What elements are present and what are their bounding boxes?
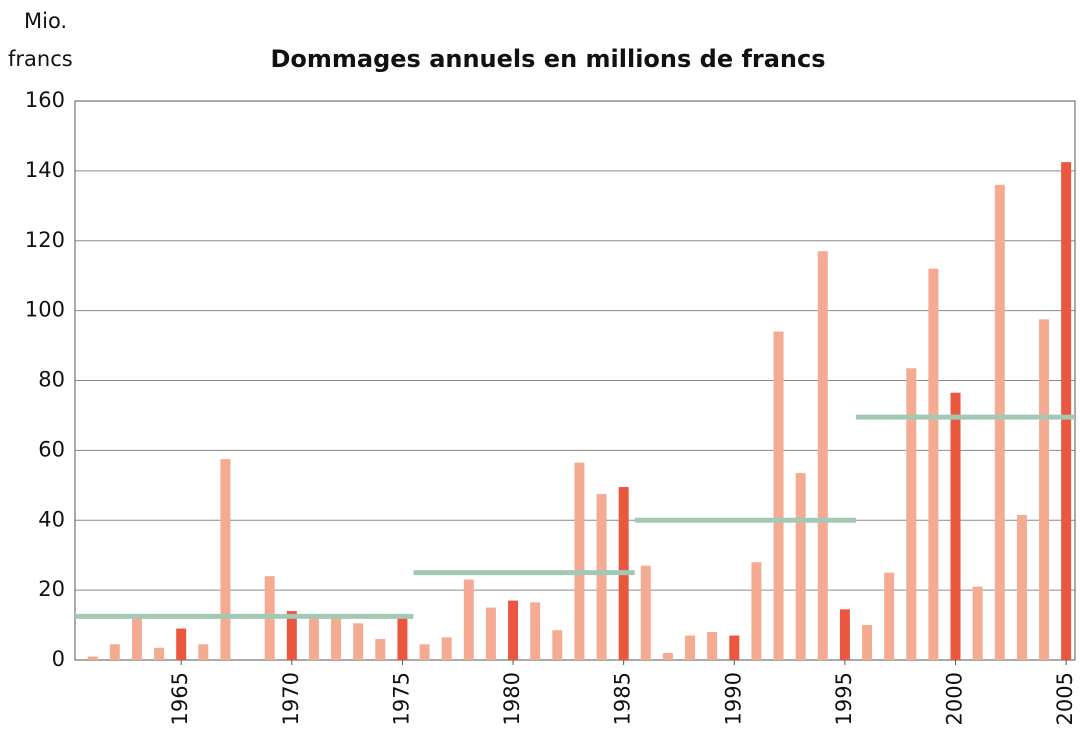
y-tick-label: 0 — [52, 647, 65, 671]
y-tick-label: 20 — [38, 577, 65, 601]
bar — [131, 618, 142, 660]
bar — [906, 368, 917, 660]
bar — [375, 639, 386, 660]
bar — [1039, 319, 1050, 660]
bar — [419, 644, 430, 660]
bar — [862, 625, 873, 660]
bar — [508, 600, 519, 660]
bar — [729, 635, 740, 660]
y-tick-label: 140 — [25, 158, 65, 182]
y-axis-label: Mio. — [24, 9, 67, 33]
bar — [463, 579, 474, 660]
bar — [286, 611, 297, 660]
bar — [176, 628, 187, 660]
bar — [1061, 162, 1072, 660]
bar — [817, 251, 828, 660]
bar — [220, 459, 231, 660]
bar — [773, 331, 784, 660]
bar — [109, 644, 120, 660]
bar — [994, 184, 1005, 660]
bar — [308, 614, 319, 660]
bar — [441, 637, 452, 660]
bar — [662, 653, 673, 660]
x-tick-label: 2005 — [1053, 672, 1077, 725]
bar — [331, 614, 342, 660]
x-tick-label: 1965 — [168, 672, 192, 725]
y-tick-label: 40 — [38, 507, 65, 531]
bar — [884, 572, 895, 660]
bar — [707, 632, 718, 660]
bar — [795, 473, 806, 660]
y-tick-label: 80 — [38, 368, 65, 392]
y-tick-label: 100 — [25, 298, 65, 322]
bar — [928, 268, 939, 660]
bar — [353, 623, 364, 660]
bar — [198, 644, 209, 660]
bar — [530, 602, 541, 660]
x-tick-label: 1975 — [389, 672, 413, 725]
bar — [972, 586, 983, 660]
x-tick-label: 1970 — [279, 672, 303, 725]
bar — [154, 647, 165, 660]
x-tick-label: 1995 — [832, 672, 856, 725]
y-axis-label: francs — [8, 47, 73, 71]
bar — [87, 656, 98, 660]
bar — [552, 630, 563, 660]
y-tick-label: 120 — [25, 228, 65, 252]
bar — [839, 609, 850, 660]
x-tick-label: 1985 — [611, 672, 635, 725]
bar — [574, 462, 585, 660]
bar — [485, 607, 496, 660]
y-tick-label: 160 — [25, 88, 65, 112]
bar — [685, 635, 696, 660]
bar — [950, 392, 961, 660]
bar — [1016, 515, 1027, 660]
chart-title: Dommages annuels en millions de francs — [270, 45, 825, 73]
bar — [640, 565, 651, 660]
x-tick-label: 2000 — [943, 672, 967, 725]
bar — [596, 494, 607, 660]
bar — [397, 618, 408, 660]
x-tick-label: 1990 — [721, 672, 745, 725]
y-tick-label: 60 — [38, 437, 65, 461]
x-tick-label: 1980 — [500, 672, 524, 725]
bar — [751, 562, 762, 660]
